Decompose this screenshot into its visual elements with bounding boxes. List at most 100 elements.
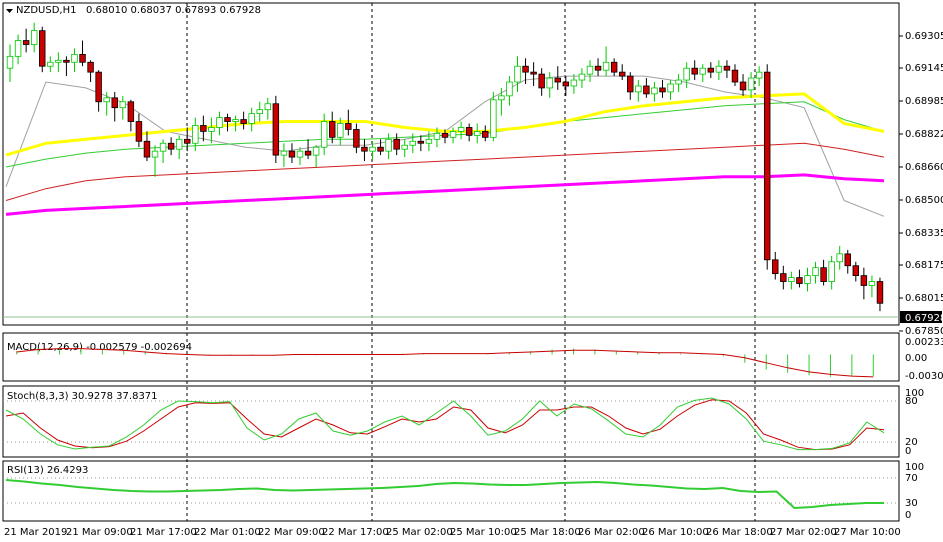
candle-body <box>320 121 328 148</box>
candle-body <box>224 117 231 122</box>
candle-body <box>425 138 433 144</box>
y-tick-label: 70 <box>905 473 918 484</box>
x-tick-label: 25 Mar 02:00 <box>386 527 453 538</box>
x-tick-label: 21 Mar 09:00 <box>66 527 133 538</box>
candle-body <box>264 103 272 111</box>
y-tick-label: 0.68175 <box>905 260 943 271</box>
candle-body <box>337 123 344 138</box>
ohlc-label: 0.68010 0.68037 0.67893 0.67928 <box>86 5 261 16</box>
candle-body <box>63 59 70 63</box>
y-tick-label: 0.68015 <box>905 293 943 304</box>
candle-body <box>159 142 167 152</box>
candle-body <box>296 150 304 158</box>
candle-body <box>95 71 102 103</box>
x-tick-label: 27 Mar 10:00 <box>834 527 901 538</box>
candle-body <box>546 77 553 89</box>
x-tick-label: 25 Mar 18:00 <box>514 527 581 538</box>
candle-body <box>393 138 400 150</box>
candle-body <box>119 101 127 109</box>
time-axis: 21 Mar 2019 21 Mar 09:00 21 Mar 17:00 22… <box>4 527 901 538</box>
candle-body <box>788 277 795 282</box>
symbol-label: NZDUSD,H1 <box>16 5 76 16</box>
candle-body <box>288 150 296 158</box>
candle-body <box>47 61 54 67</box>
candle-body <box>457 127 465 132</box>
candle-body <box>739 81 747 91</box>
y-tick-label: 0 <box>905 510 911 521</box>
candle-body <box>643 85 650 95</box>
last-price-box <box>900 311 942 323</box>
candle-body <box>731 69 739 83</box>
y-tick-label: 0.00 <box>905 353 927 364</box>
candle-body <box>312 146 320 156</box>
candle-body <box>377 146 384 152</box>
candle-body <box>651 87 658 95</box>
stoch-signal-line <box>5 399 885 451</box>
candle-body <box>490 99 497 138</box>
candle-body <box>780 273 787 282</box>
candle-body <box>812 267 819 277</box>
candle-body <box>852 265 860 277</box>
x-tick-label: 22 Mar 17:00 <box>322 527 389 538</box>
candle-body <box>240 119 247 124</box>
candle-body <box>610 61 618 73</box>
candle-body <box>868 281 876 286</box>
candle-body <box>667 83 674 93</box>
candle-body <box>103 97 110 103</box>
y-tick-label: -0.00307 <box>905 371 943 382</box>
y-tick-label: 80 <box>905 396 918 407</box>
candle-body <box>844 253 851 267</box>
candle-body <box>820 267 827 282</box>
x-tick-label: 21 Mar 17:00 <box>130 527 197 538</box>
candle-body <box>30 30 38 45</box>
candle-body <box>409 140 416 146</box>
candle-body <box>691 67 698 75</box>
candle-body <box>506 81 513 97</box>
candle-body <box>216 117 223 128</box>
candle-body <box>747 77 755 91</box>
candle-body <box>151 150 159 158</box>
candle-body <box>723 65 731 71</box>
candle-body <box>175 138 183 150</box>
rsi-label: RSI(13) 26.4293 <box>7 465 88 476</box>
candle-body <box>707 67 715 73</box>
candle-body <box>248 113 255 124</box>
y-tick-label: 20 <box>905 437 918 448</box>
candle-body <box>200 125 207 132</box>
rsi-y-axis: 100 70 30 0 <box>905 462 924 521</box>
candle-body <box>562 81 570 87</box>
stoch-panel-frame <box>2 385 900 458</box>
candle-body <box>232 119 239 122</box>
candle-body <box>39 30 46 67</box>
candle-body <box>361 146 368 152</box>
candle-body <box>192 125 199 144</box>
candle-body <box>369 146 376 152</box>
x-tick-label: 22 Mar 09:00 <box>258 527 325 538</box>
x-tick-label: 26 Mar 02:00 <box>578 527 645 538</box>
candle-body <box>256 109 263 115</box>
dropdown-arrow-icon <box>6 9 13 13</box>
y-tick-label: 0.67850 <box>905 326 943 337</box>
candle-body <box>602 61 610 71</box>
candle-body <box>772 259 779 275</box>
candle-body <box>482 131 489 138</box>
x-tick-label: 26 Mar 18:00 <box>706 527 773 538</box>
candle-body <box>22 40 30 45</box>
candle-body <box>465 127 473 136</box>
candle-body <box>538 73 545 89</box>
macd-y-axis: 0.002339 0.00 -0.00307 <box>905 337 943 382</box>
candle-body <box>522 65 529 73</box>
candle-body <box>135 121 143 142</box>
candle-body <box>280 150 288 156</box>
candle-body <box>87 61 94 73</box>
y-tick-label: 30 <box>905 498 918 509</box>
candle-body <box>55 59 62 63</box>
candle-body <box>796 277 803 284</box>
candle-body <box>554 77 561 83</box>
candle-body <box>498 95 505 101</box>
price-y-axis: 0.69305 0.69145 0.68985 0.68822 0.68660 … <box>899 31 943 337</box>
y-tick-label: 0.68335 <box>905 228 943 239</box>
candle-body <box>755 71 763 79</box>
y-tick-label: 0.68822 <box>905 129 943 140</box>
